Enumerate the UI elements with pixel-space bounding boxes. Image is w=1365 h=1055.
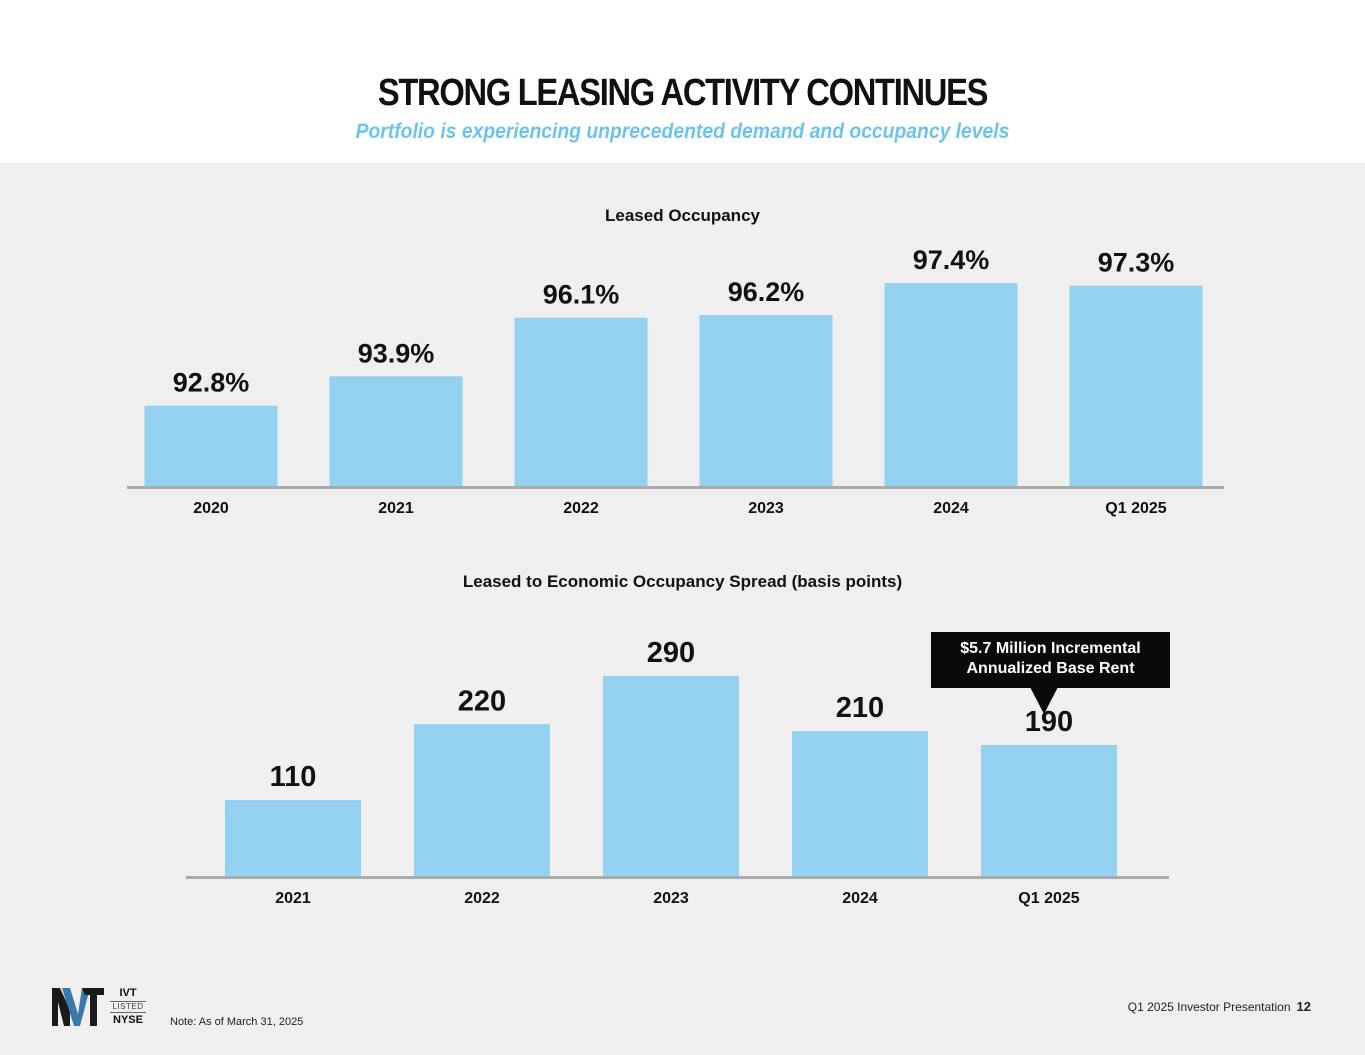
footnote: Note: As of March 31, 2025 bbox=[170, 1016, 304, 1028]
bar-2022 bbox=[514, 317, 648, 486]
bar-2024 bbox=[884, 283, 1018, 486]
data-label: 97.4% bbox=[913, 245, 990, 275]
page-title: STRONG LEASING ACTIVITY CONTINUES bbox=[377, 72, 989, 114]
ticker-label: IVT bbox=[119, 987, 137, 999]
bar-2021 bbox=[225, 800, 361, 876]
exchange-badge: IVT LISTED NYSE bbox=[110, 987, 146, 1027]
data-label: 290 bbox=[647, 637, 695, 669]
exchange-label: NYSE bbox=[113, 1014, 143, 1026]
callout-line-2: Annualized Base Rent bbox=[966, 660, 1135, 677]
tick-label: 2022 bbox=[563, 500, 599, 517]
data-label: 210 bbox=[836, 692, 884, 724]
bar-2023 bbox=[699, 315, 833, 486]
tick-label: 2021 bbox=[378, 500, 414, 517]
footer-presentation: Q1 2025 Investor Presentation 12 bbox=[1128, 999, 1311, 1014]
tick-label: 2020 bbox=[193, 500, 229, 517]
data-label: 110 bbox=[270, 761, 317, 793]
data-label: 96.2% bbox=[728, 277, 805, 307]
data-label: 220 bbox=[458, 685, 506, 717]
tick-label: 2021 bbox=[275, 890, 311, 907]
callout-line-1: $5.7 Million Incremental bbox=[960, 640, 1141, 657]
spread-chart-title: Leased to Economic Occupancy Spread (bas… bbox=[462, 572, 903, 591]
data-label: 92.8% bbox=[173, 368, 250, 398]
bar-2023 bbox=[603, 676, 739, 876]
data-label: 96.1% bbox=[543, 280, 620, 310]
page-number: 12 bbox=[1296, 999, 1311, 1014]
bar-2024 bbox=[792, 731, 928, 876]
tick-label: Q1 2025 bbox=[1105, 500, 1166, 517]
listed-label: LISTED bbox=[110, 1001, 146, 1013]
tick-label: 2024 bbox=[842, 890, 878, 907]
callout-pointer bbox=[1030, 687, 1058, 714]
bar-2021 bbox=[329, 376, 463, 486]
presentation-label: Q1 2025 Investor Presentation bbox=[1127, 1000, 1291, 1014]
tick-label: 2024 bbox=[933, 500, 969, 517]
page-subtitle: Portfolio is experiencing unprecedented … bbox=[355, 120, 1010, 143]
bar-q1-2025 bbox=[1069, 285, 1203, 486]
data-label: 93.9% bbox=[358, 338, 435, 368]
tick-label: 2023 bbox=[653, 890, 689, 907]
tick-label: 2023 bbox=[748, 500, 784, 517]
header: STRONG LEASING ACTIVITY CONTINUES Portfo… bbox=[0, 0, 1365, 163]
bar-2022 bbox=[414, 724, 550, 876]
tick-label: 2022 bbox=[464, 890, 500, 907]
leased-occupancy-chart-title: Leased Occupancy bbox=[605, 206, 760, 225]
data-label: 97.3% bbox=[1098, 248, 1175, 278]
tick-label: Q1 2025 bbox=[1018, 890, 1079, 907]
ivt-logo-icon bbox=[52, 988, 104, 1026]
rent-callout: $5.7 Million Incremental Annualized Base… bbox=[931, 632, 1170, 688]
bar-q1-2025 bbox=[981, 744, 1117, 876]
leased-occupancy-chart: 92.8% 2020 93.9% 2021 96.1% 2022 96.2% 2023 97.4… bbox=[127, 245, 1224, 517]
bar-2020 bbox=[144, 405, 278, 486]
